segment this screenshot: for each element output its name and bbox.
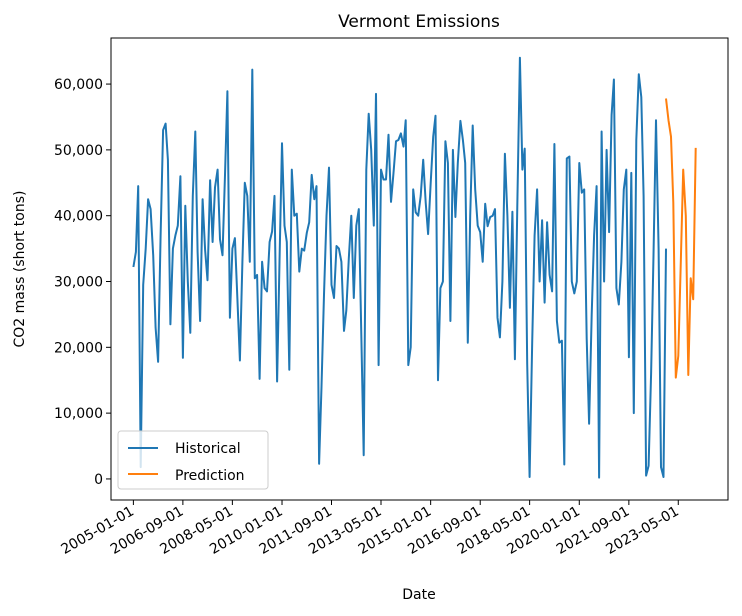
y-tick-label: 10,000 [54, 406, 103, 422]
legend: Historical Prediction [117, 430, 269, 490]
chart-title: Vermont Emissions [338, 12, 500, 32]
y-axis: 0 10,000 20,000 30,000 40,000 50,000 60,000 [54, 77, 111, 488]
legend-historical-label: Historical [175, 441, 241, 457]
y-tick-label: 60,000 [54, 77, 103, 93]
y-tick-label: 30,000 [54, 275, 103, 291]
plot-frame [110, 37, 729, 501]
series-line-prediction [665, 98, 697, 379]
y-tick-label: 50,000 [54, 143, 103, 159]
y-tick-label: 0 [94, 472, 103, 488]
series-line-historical [132, 56, 667, 479]
y-tick-label: 20,000 [54, 340, 103, 356]
x-axis-title: Date [402, 587, 435, 603]
y-axis-title: CO2 mass (short tons) [12, 191, 28, 348]
x-axis: 2005-01-012006-09-012008-05-012010-01-01… [58, 500, 682, 558]
legend-prediction-label: Prediction [175, 468, 245, 484]
plot-area [110, 37, 729, 501]
series-layer [132, 56, 697, 479]
y-tick-label: 40,000 [54, 209, 103, 225]
